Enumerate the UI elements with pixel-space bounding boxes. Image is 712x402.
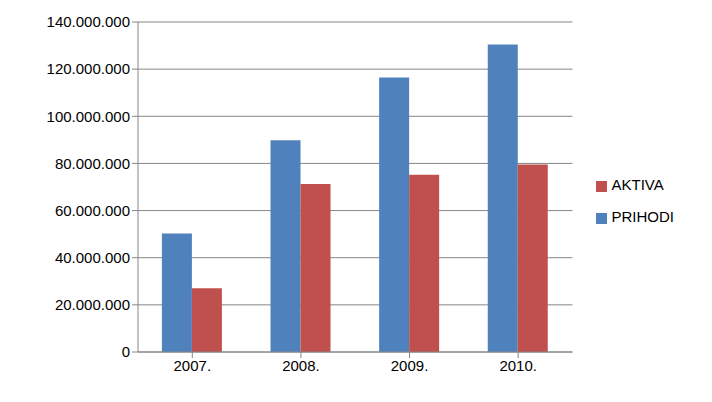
svg-text:2007.: 2007.	[174, 357, 212, 374]
svg-text:2009.: 2009.	[391, 357, 429, 374]
svg-text:2008.: 2008.	[282, 357, 320, 374]
svg-text:20.000.000: 20.000.000	[55, 296, 130, 313]
svg-text:2010.: 2010.	[499, 357, 537, 374]
svg-text:120.000.000: 120.000.000	[47, 60, 130, 77]
svg-text:100.000.000: 100.000.000	[47, 108, 130, 125]
svg-text:0: 0	[122, 343, 130, 360]
svg-text:60.000.000: 60.000.000	[55, 202, 130, 219]
html-text:AKTIVA: AKTIVA	[611, 176, 664, 193]
html-text:PRIHODI: PRIHODI	[611, 208, 674, 225]
svg-text:140.000.000: 140.000.000	[47, 13, 130, 30]
svg-text:80.000.000: 80.000.000	[55, 155, 130, 172]
svg-text:40.000.000: 40.000.000	[55, 249, 130, 266]
